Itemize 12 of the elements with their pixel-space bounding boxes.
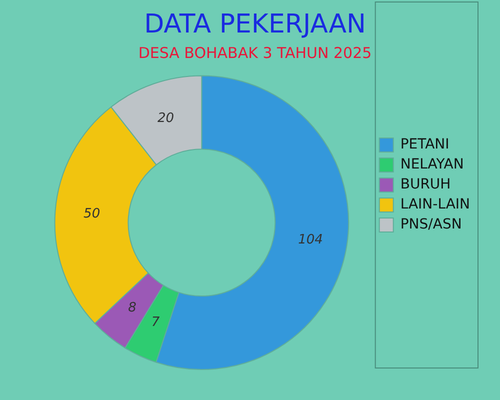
legend-label: PETANI [400,136,450,153]
legend-label: LAIN-LAIN [400,196,470,213]
data-label: 7 [151,315,160,330]
legend-label: NELAYAN [400,156,464,173]
data-label: 50 [84,206,100,222]
data-label: 104 [298,232,323,248]
legend-label: PNS/ASN [400,216,462,233]
legend-label: BURUH [400,176,451,193]
chart-title: DATA PEKERJAAN [144,9,366,40]
data-label: 8 [128,300,136,316]
text: DESA BOHABAK 3 TAHUN 2025 [138,44,372,62]
data-label: 20 [157,110,174,126]
